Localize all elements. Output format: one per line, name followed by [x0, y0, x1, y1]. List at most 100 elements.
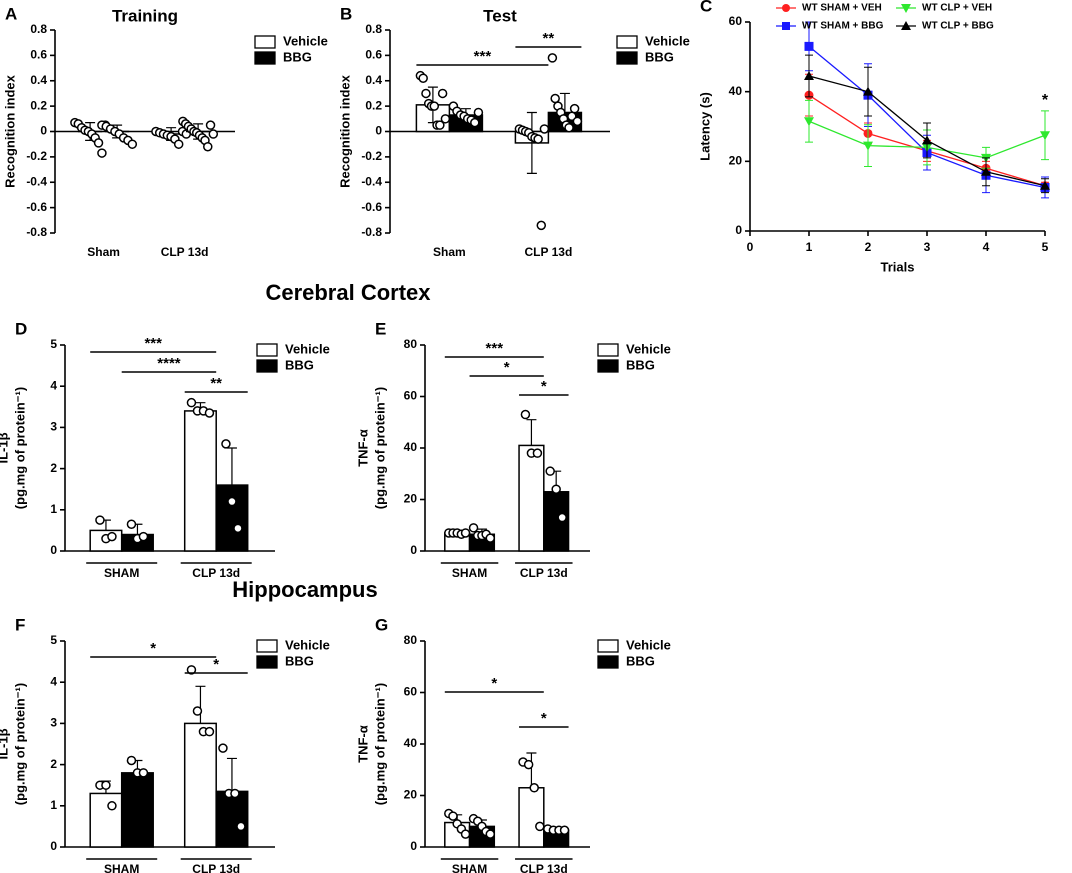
y-tick-label: 0 [410, 839, 417, 853]
data-point [435, 120, 445, 130]
x-tick-label: SHAM [104, 566, 139, 580]
legend-label: Vehicle [626, 341, 671, 356]
data-point [204, 408, 215, 418]
y-tick-label: 4 [50, 674, 57, 688]
x-tick-label: Sham [433, 245, 466, 259]
panel-letter: A [5, 4, 17, 23]
y-tick-label: -0.4 [26, 174, 47, 188]
data-point [95, 515, 105, 525]
data-point [533, 134, 543, 144]
data-point [535, 821, 545, 832]
significance: *** [486, 340, 504, 357]
significance: * [1042, 92, 1049, 109]
legend-swatch [256, 359, 278, 373]
marker [922, 135, 932, 145]
data-point [572, 116, 583, 127]
data-point [203, 141, 213, 152]
y-axis-label: IL-1β [0, 432, 10, 463]
x-tick-label: CLP 13d [525, 245, 573, 259]
data-point [545, 466, 555, 476]
data-point [536, 220, 547, 231]
y-tick-label: 40 [404, 440, 418, 454]
y-tick-label: 60 [729, 14, 743, 28]
legend-swatch [597, 343, 619, 357]
panel-title: Training [112, 6, 178, 25]
data-point [93, 138, 104, 148]
y-tick-label: 0 [50, 839, 57, 853]
marker [863, 141, 873, 151]
y-tick-label: 20 [404, 492, 418, 506]
y-tick-label: 0 [50, 543, 57, 557]
x-tick-label: SHAM [452, 862, 487, 873]
legend-swatch [256, 343, 278, 357]
y-tick-label: 20 [729, 154, 743, 168]
bar [89, 792, 123, 848]
x-tick-label: CLP 13d [192, 862, 240, 873]
legend-label: Vehicle [285, 341, 330, 356]
data-point [485, 533, 496, 543]
y-axis-label: Latency (s) [697, 92, 712, 161]
x-tick-label: CLP 13d [161, 245, 209, 259]
panel-letter: B [340, 4, 352, 23]
x-tick-label: 1 [806, 240, 813, 254]
y-tick-label: 0 [735, 223, 742, 237]
data-point [523, 759, 534, 770]
y-axis-label: TNF-α [355, 429, 370, 467]
legend-label: Vehicle [285, 637, 330, 652]
data-point [126, 519, 137, 529]
panel-letter: D [15, 319, 27, 338]
legend-label: BBG [626, 357, 655, 372]
data-point [221, 439, 231, 449]
legend-swatch [616, 35, 638, 49]
data-point [97, 148, 107, 158]
y-tick-label: 4 [50, 378, 57, 392]
significance: * [150, 640, 156, 657]
y-axis-label: Recognition index [2, 74, 17, 187]
legend-swatch [254, 51, 276, 65]
y-tick-label: 40 [729, 84, 743, 98]
y-tick-label: 2 [50, 757, 57, 771]
legend-label: BBG [626, 653, 655, 668]
y-tick-label: 60 [404, 685, 418, 699]
marker [804, 41, 814, 51]
bar [518, 444, 545, 552]
data-point [470, 117, 480, 128]
legend-label: Vehicle [626, 637, 671, 652]
significance: *** [474, 48, 492, 65]
data-point [233, 523, 243, 534]
y-tick-label: 2 [50, 461, 57, 475]
marker [804, 117, 814, 127]
bar [215, 484, 249, 552]
legend-label: BBG [283, 49, 312, 64]
data-point [227, 496, 237, 507]
marker [804, 70, 814, 80]
significance: * [213, 656, 219, 673]
data-point [468, 523, 479, 533]
panel-letter: C [700, 0, 712, 15]
y-tick-label: -0.8 [361, 225, 382, 239]
significance: * [541, 378, 547, 395]
significance: *** [144, 335, 162, 352]
data-point [520, 409, 531, 420]
y-tick-label: 0.8 [30, 22, 47, 36]
legend-label: WT SHAM + BBG [802, 21, 884, 32]
legend-swatch [254, 35, 276, 49]
data-point [418, 73, 428, 83]
y-tick-label: 0.2 [365, 98, 382, 112]
data-point [236, 821, 246, 832]
y-tick-label: -0.6 [361, 200, 382, 214]
y-tick-label: 5 [50, 337, 57, 351]
y-axis-label: (pg.mg of protein⁻¹) [12, 387, 27, 509]
data-point [532, 448, 543, 458]
legend-label: BBG [285, 653, 314, 668]
y-tick-label: 1 [50, 502, 57, 516]
legend-label: Vehicle [645, 33, 690, 48]
x-tick-label: CLP 13d [192, 566, 240, 580]
data-point [485, 829, 496, 839]
data-point [440, 114, 451, 124]
legend-marker [782, 22, 790, 30]
data-point [208, 129, 219, 139]
data-point [107, 531, 117, 542]
data-point [421, 88, 431, 99]
